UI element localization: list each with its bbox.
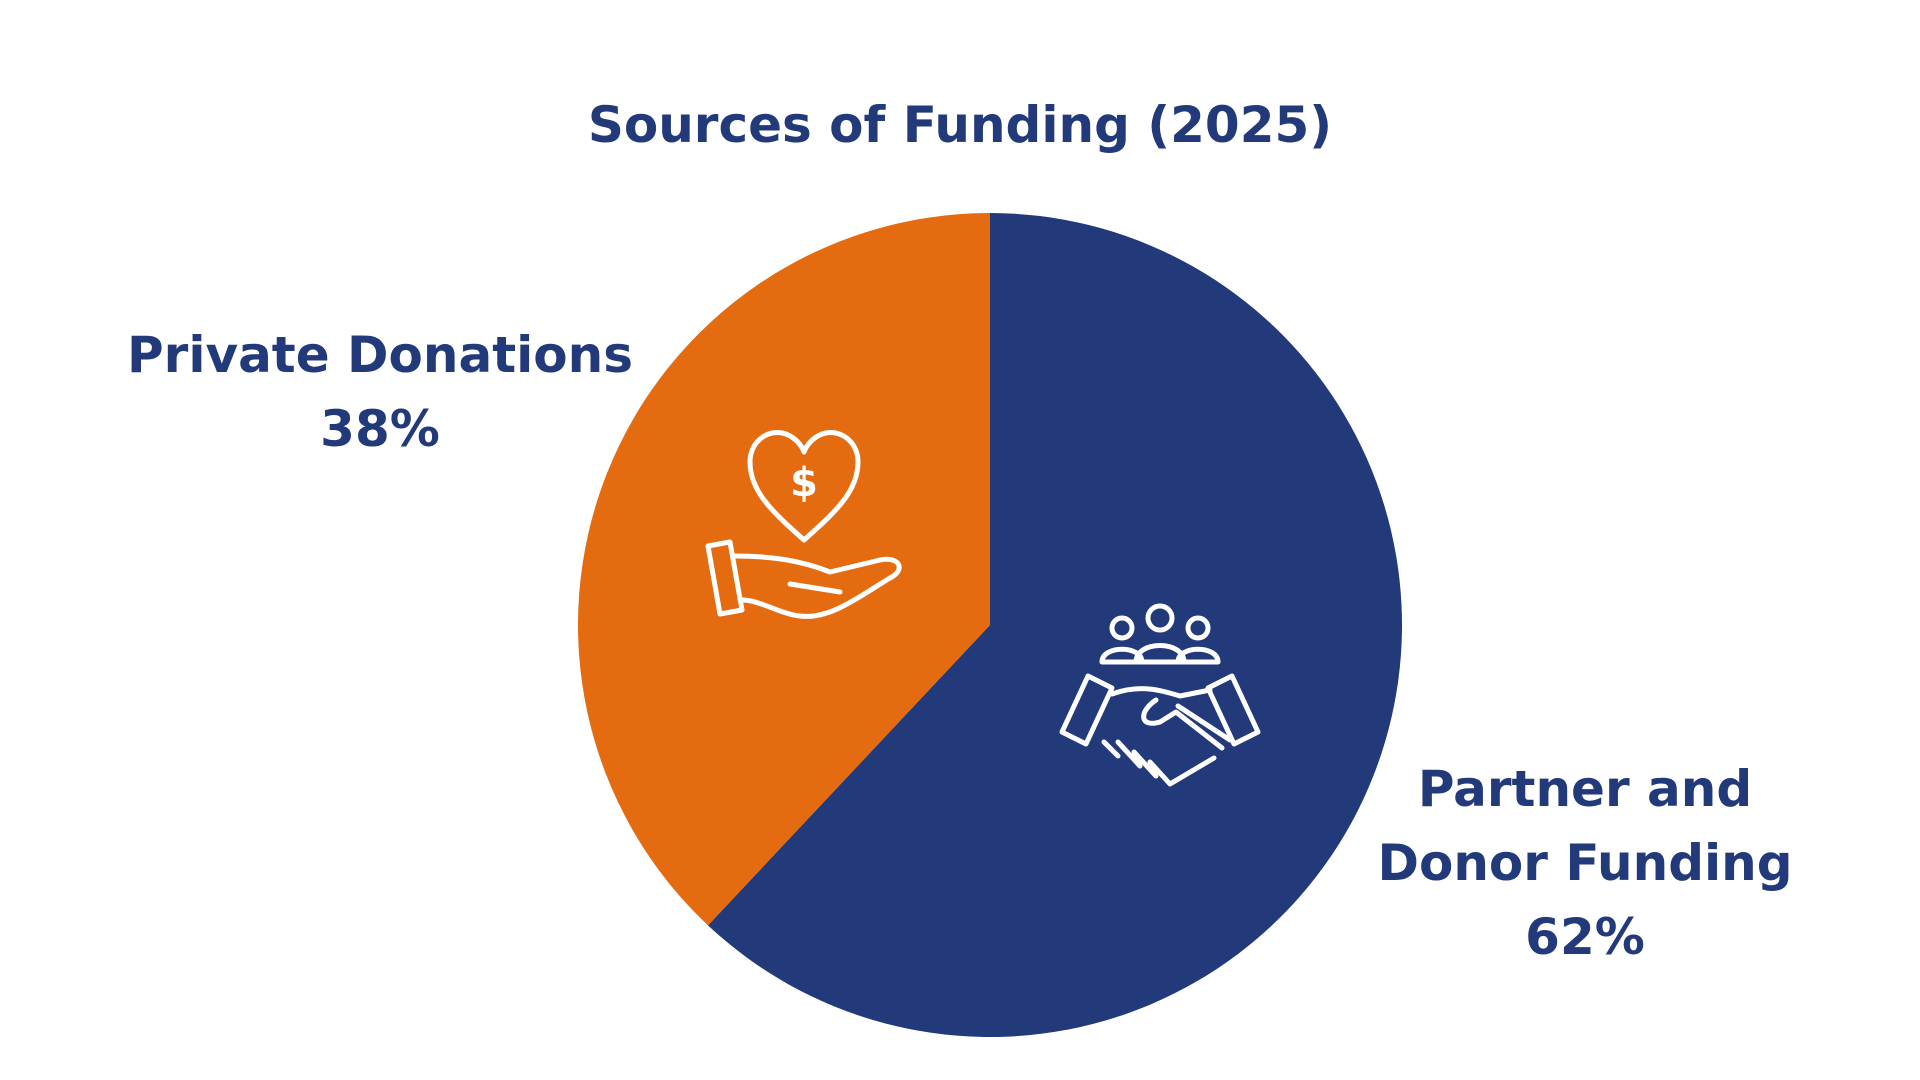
slice-label: Private Donations 38%: [110, 318, 650, 466]
slice-label: Partner and Donor Funding 62%: [1360, 752, 1810, 974]
slices: [578, 213, 1402, 1037]
value-label: 38%: [320, 400, 440, 458]
value-label: 62%: [1525, 908, 1645, 966]
pie-slice: [578, 213, 990, 926]
svg-text:$: $: [790, 460, 818, 506]
icons: $: [705, 430, 1261, 787]
category-label: Partner and Donor Funding: [1377, 760, 1793, 892]
donation-icon: $: [705, 430, 902, 619]
chart-title: Sources of Funding (2025): [587, 96, 1333, 154]
pie-slice: [707, 213, 1402, 1037]
category-label: Private Donations: [127, 326, 633, 384]
partnership-icon: [1059, 603, 1261, 787]
